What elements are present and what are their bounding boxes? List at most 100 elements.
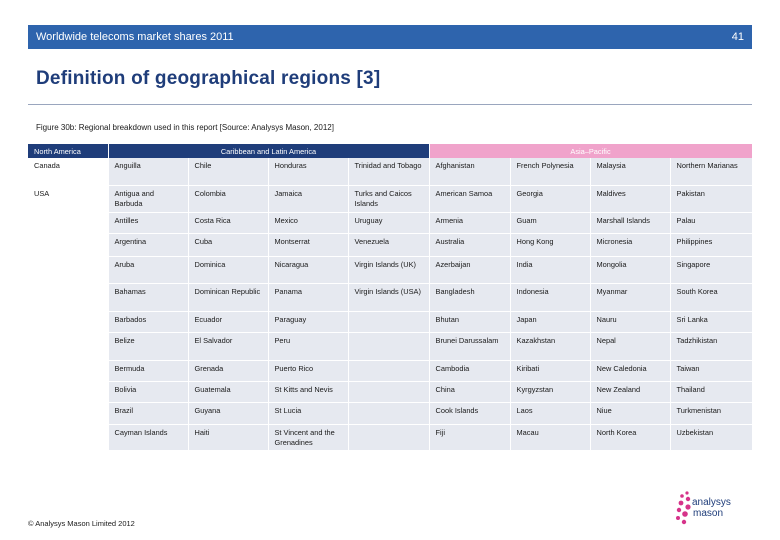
asia-pacific-cell: Laos (510, 402, 591, 425)
north-america-cell (28, 283, 109, 312)
caribbean-latin-america-cell: Haiti (188, 424, 269, 451)
company-logo: analysys mason (672, 490, 752, 530)
regions-table-body: Canada Anguilla Chile Honduras Trinidad and … (28, 158, 753, 451)
caribbean-latin-america-cell: Chile (188, 158, 269, 186)
asia-pacific-cell: Hong Kong (510, 233, 591, 257)
asia-pacific-cell: South Korea (670, 283, 753, 312)
north-america-cell (28, 402, 109, 425)
asia-pacific-cell: Georgia (510, 185, 591, 213)
caribbean-latin-america-cell: St Vincent and the Grenadines (268, 424, 349, 451)
asia-pacific-cell: Armenia (429, 212, 511, 234)
asia-pacific-cell: India (510, 256, 591, 284)
caribbean-latin-america-cell: Uruguay (348, 212, 430, 234)
asia-pacific-cell: Micronesia (590, 233, 671, 257)
north-america-cell (28, 360, 109, 382)
caribbean-latin-america-cell (348, 360, 430, 382)
table-row: Argentina Cuba Montserrat Venezuela Australi… (28, 233, 753, 257)
caribbean-latin-america-cell: Peru (268, 332, 349, 361)
logo-text-mason: mason (693, 508, 724, 519)
caribbean-latin-america-cell: Cayman Islands (108, 424, 189, 451)
logo-dots-icon (676, 491, 691, 525)
asia-pacific-cell: Uzbekistan (670, 424, 753, 451)
asia-pacific-cell: New Zealand (590, 381, 671, 403)
asia-pacific-cell: Malaysia (590, 158, 671, 186)
caribbean-latin-america-cell: Jamaica (268, 185, 349, 213)
title-divider (28, 104, 752, 105)
caribbean-latin-america-cell (348, 381, 430, 403)
north-america-cell (28, 311, 109, 333)
asia-pacific-cell: Marshall Islands (590, 212, 671, 234)
asia-pacific-cell: Palau (670, 212, 753, 234)
asia-pacific-cell: Guam (510, 212, 591, 234)
caribbean-latin-america-cell: Ecuador (188, 311, 269, 333)
asia-pacific-cell: French Polynesia (510, 158, 591, 186)
caribbean-latin-america-cell: Grenada (188, 360, 269, 382)
caribbean-latin-america-cell: Bahamas (108, 283, 189, 312)
caribbean-latin-america-cell: Mexico (268, 212, 349, 234)
asia-pacific-cell: China (429, 381, 511, 403)
caribbean-latin-america-cell: Puerto Rico (268, 360, 349, 382)
asia-pacific-cell: Brunei Darussalam (429, 332, 511, 361)
caribbean-latin-america-cell: Honduras (268, 158, 349, 186)
caribbean-latin-america-cell: Guatemala (188, 381, 269, 403)
caribbean-latin-america-cell: Montserrat (268, 233, 349, 257)
table-row: Brazil Guyana St Lucia Cook Islands Laos Niue… (28, 402, 753, 425)
region-header-north-america: North America (28, 144, 109, 158)
caribbean-latin-america-cell (348, 332, 430, 361)
asia-pacific-cell: Macau (510, 424, 591, 451)
caribbean-latin-america-cell: Anguilla (108, 158, 189, 186)
caribbean-latin-america-cell: Turks and Caicos Islands (348, 185, 430, 213)
asia-pacific-cell: Kyrgyzstan (510, 381, 591, 403)
asia-pacific-cell: Cambodia (429, 360, 511, 382)
regions-table: North America Caribbean and Latin Americ… (28, 144, 753, 451)
logo-text-analysys: analysys (692, 497, 731, 508)
caribbean-latin-america-cell: Dominican Republic (188, 283, 269, 312)
asia-pacific-cell: Australia (429, 233, 511, 257)
caribbean-latin-america-cell: Paraguay (268, 311, 349, 333)
north-america-cell (28, 233, 109, 257)
asia-pacific-cell: Turkmenistan (670, 402, 753, 425)
asia-pacific-cell: Niue (590, 402, 671, 425)
caribbean-latin-america-cell: Antilles (108, 212, 189, 234)
asia-pacific-cell: Taiwan (670, 360, 753, 382)
region-header-asia-pacific: Asia–Pacific (429, 144, 753, 158)
asia-pacific-cell: Myanmar (590, 283, 671, 312)
asia-pacific-cell: North Korea (590, 424, 671, 451)
caribbean-latin-america-cell: Panama (268, 283, 349, 312)
asia-pacific-cell: Afghanistan (429, 158, 511, 186)
asia-pacific-cell: Indonesia (510, 283, 591, 312)
figure-caption: Figure 30b: Regional breakdown used in t… (36, 123, 334, 132)
top-banner: Worldwide telecoms market shares 2011 41 (28, 25, 752, 49)
copyright-footer: © Analysys Mason Limited 2012 (28, 519, 135, 528)
caribbean-latin-america-cell: Belize (108, 332, 189, 361)
asia-pacific-cell: Maldives (590, 185, 671, 213)
caribbean-latin-america-cell: Trinidad and Tobago (348, 158, 430, 186)
caribbean-latin-america-cell: Guyana (188, 402, 269, 425)
asia-pacific-cell: Kazakhstan (510, 332, 591, 361)
caribbean-latin-america-cell: El Salvador (188, 332, 269, 361)
caribbean-latin-america-cell: St Kitts and Nevis (268, 381, 349, 403)
north-america-cell (28, 256, 109, 284)
north-america-cell (28, 332, 109, 361)
table-row: Belize El Salvador Peru Brunei Darussalam Ka… (28, 332, 753, 361)
asia-pacific-cell: Sri Lanka (670, 311, 753, 333)
asia-pacific-cell: Cook Islands (429, 402, 511, 425)
region-header-caribbean-latin-america: Caribbean and Latin America (108, 144, 430, 158)
caribbean-latin-america-cell: Brazil (108, 402, 189, 425)
caribbean-latin-america-cell: Antigua and Barbuda (108, 185, 189, 213)
caribbean-latin-america-cell (348, 402, 430, 425)
asia-pacific-cell: Nauru (590, 311, 671, 333)
asia-pacific-cell: Singapore (670, 256, 753, 284)
caribbean-latin-america-cell: Dominica (188, 256, 269, 284)
asia-pacific-cell: Fiji (429, 424, 511, 451)
table-row: USA Antigua and Barbuda Colombia Jamaica Tur… (28, 185, 753, 213)
asia-pacific-cell: Kiribati (510, 360, 591, 382)
caribbean-latin-america-cell: Costa Rica (188, 212, 269, 234)
caribbean-latin-america-cell: Argentina (108, 233, 189, 257)
asia-pacific-cell: Pakistan (670, 185, 753, 213)
asia-pacific-cell: New Caledonia (590, 360, 671, 382)
page-title: Definition of geographical regions [3] (36, 68, 381, 89)
table-row: Canada Anguilla Chile Honduras Trinidad and … (28, 158, 753, 186)
table-row: Antilles Costa Rica Mexico Uruguay Armenia Gu… (28, 212, 753, 234)
caribbean-latin-america-cell: Barbados (108, 311, 189, 333)
